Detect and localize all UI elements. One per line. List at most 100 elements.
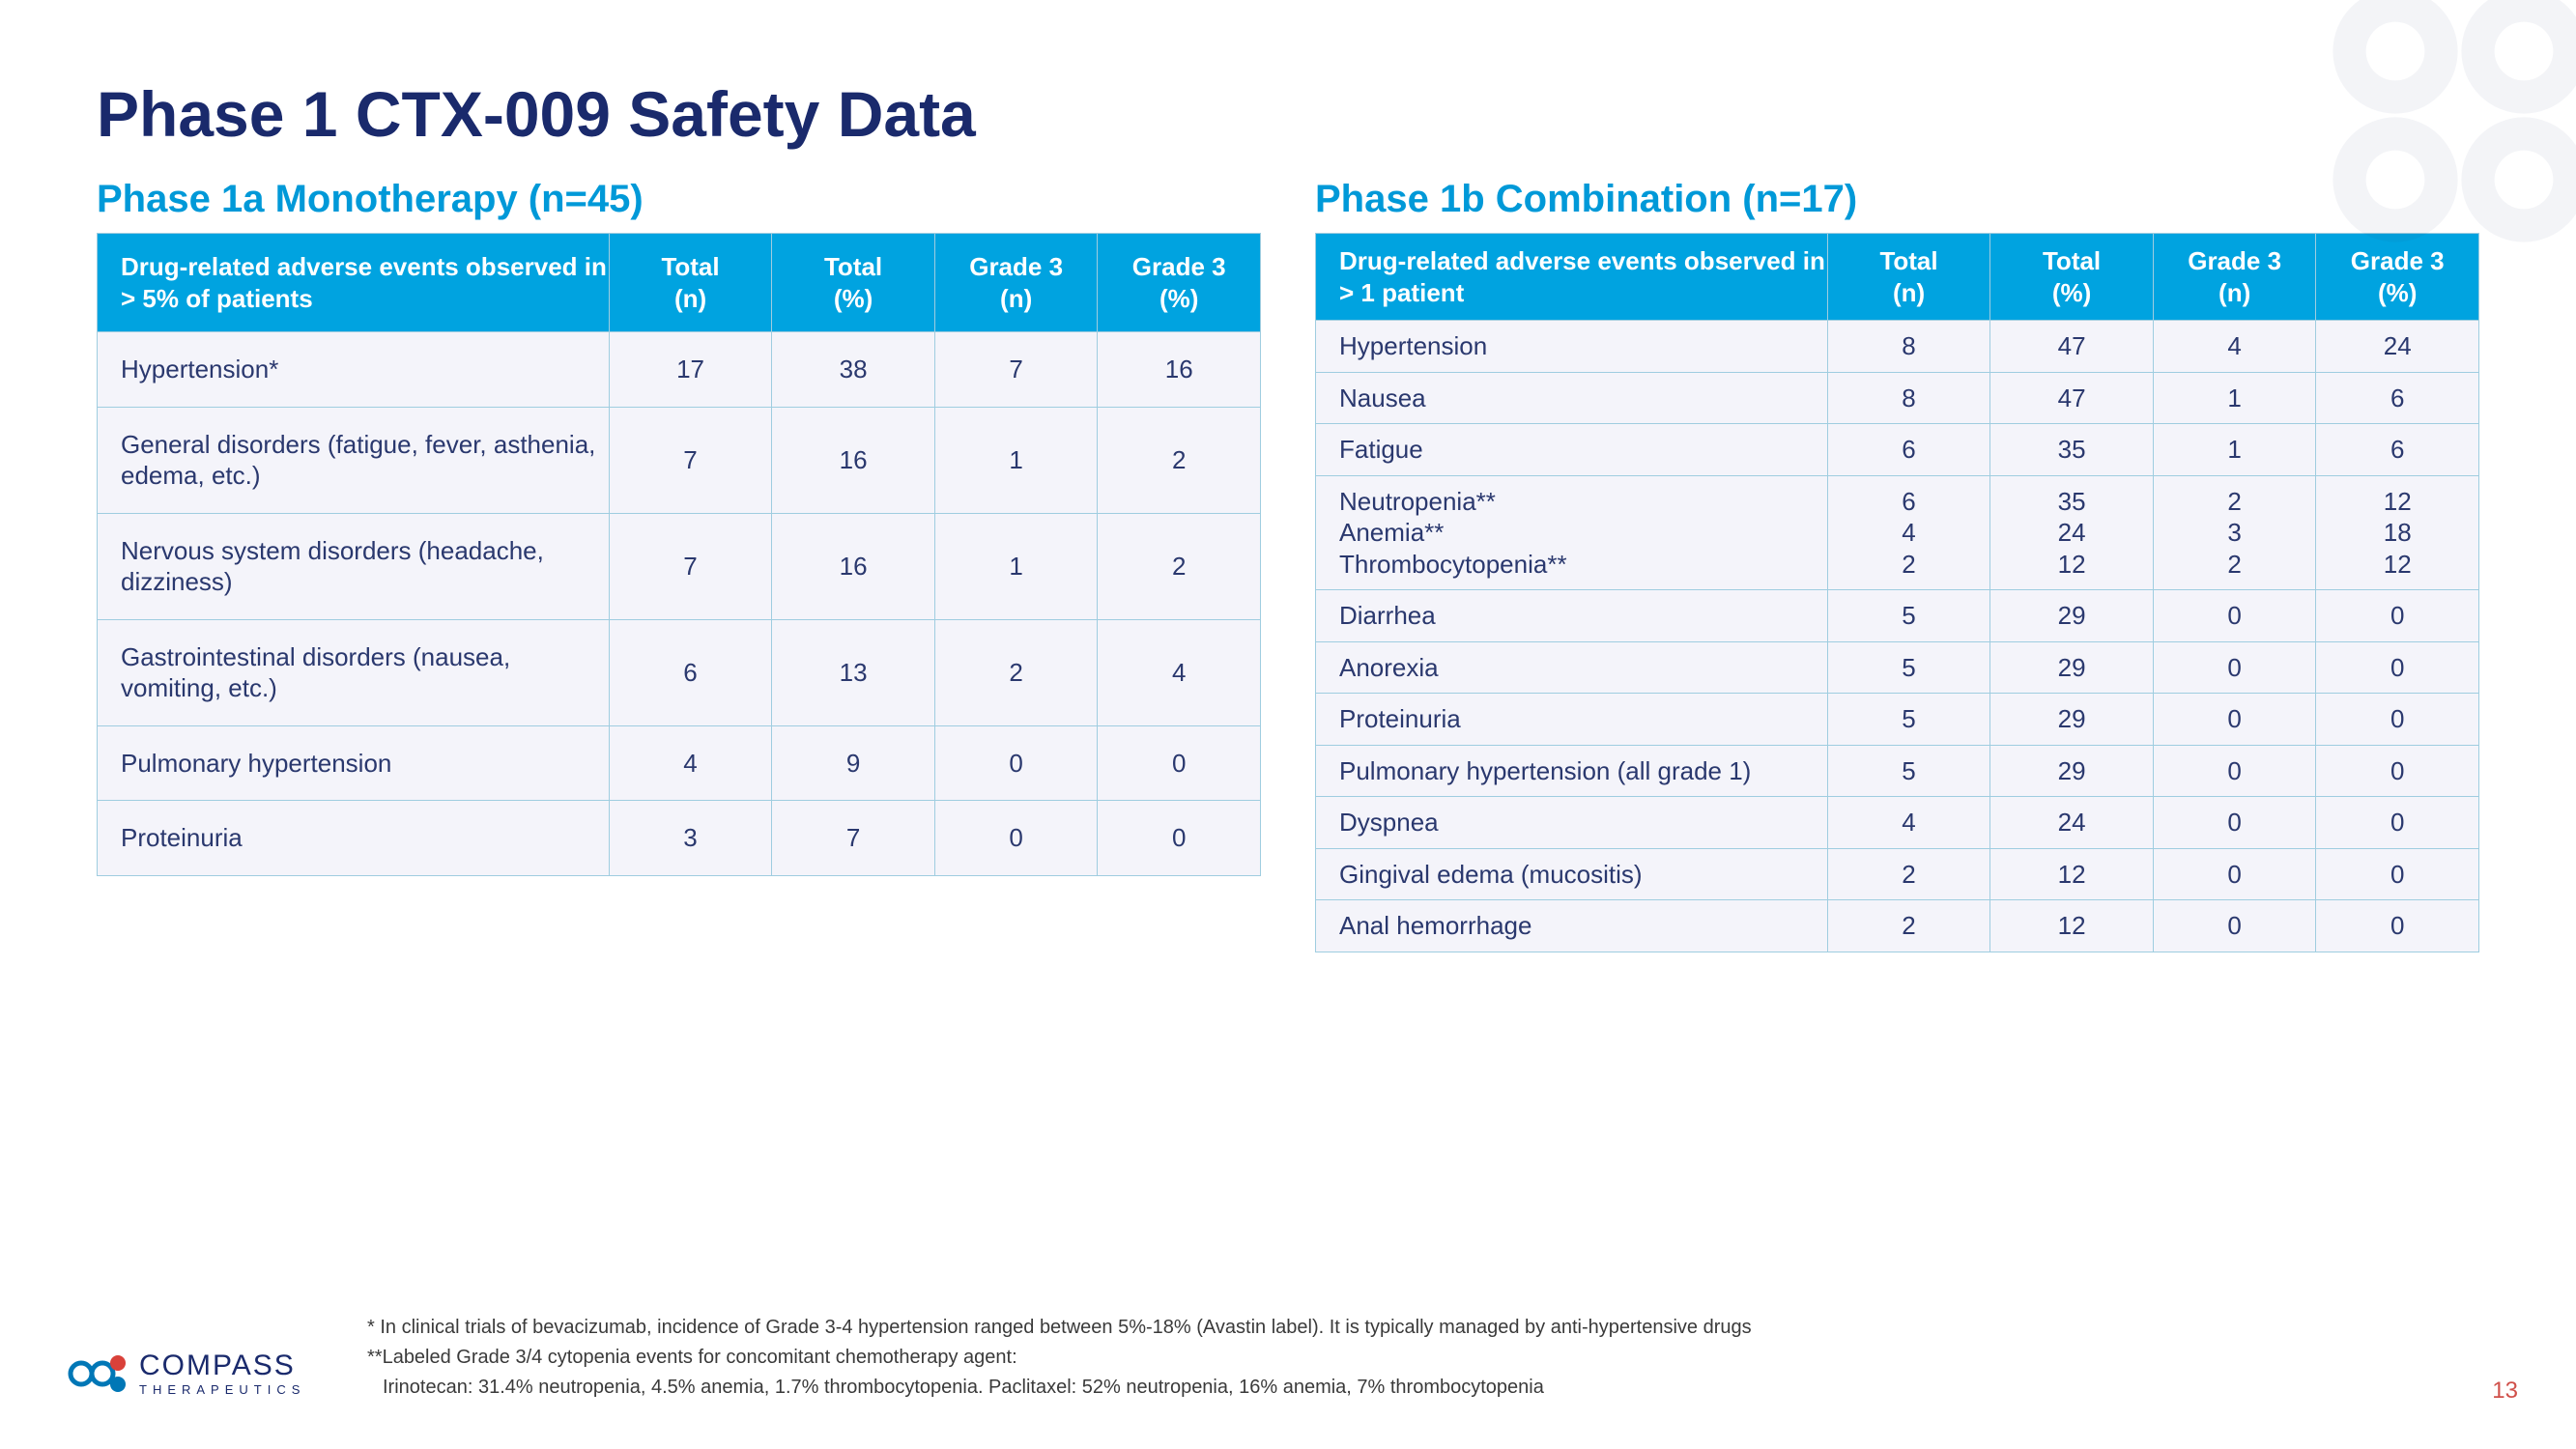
right-cell: 0 bbox=[2316, 745, 2479, 797]
right-header-cell: Drug-related adverse events observed in … bbox=[1316, 234, 1828, 321]
left-cell: 38 bbox=[772, 332, 935, 408]
table-row: Nervous system disorders (headache, dizz… bbox=[98, 513, 1261, 619]
table-row: Pulmonary hypertension4900 bbox=[98, 725, 1261, 801]
left-cell: 17 bbox=[609, 332, 772, 408]
right-cell: 0 bbox=[2153, 590, 2316, 642]
right-cell: Anal hemorrhage bbox=[1316, 900, 1828, 952]
footnote-line: * In clinical trials of bevacizumab, inc… bbox=[367, 1313, 2203, 1343]
table-row: Proteinuria3700 bbox=[98, 801, 1261, 876]
right-cell: 0 bbox=[2316, 694, 2479, 746]
right-cell: 29 bbox=[1990, 694, 2154, 746]
left-cell: 0 bbox=[934, 725, 1098, 801]
left-table: Drug-related adverse events observed in … bbox=[97, 233, 1261, 876]
right-cell: 29 bbox=[1990, 745, 2154, 797]
right-cell: 35 24 12 bbox=[1990, 475, 2154, 590]
right-cell: 35 bbox=[1990, 424, 2154, 476]
right-cell: 1 bbox=[2153, 372, 2316, 424]
right-cell: 24 bbox=[2316, 321, 2479, 373]
left-cell: Gastrointestinal disorders (nausea, vomi… bbox=[98, 619, 610, 725]
left-cell: 16 bbox=[772, 513, 935, 619]
right-cell: 0 bbox=[2316, 900, 2479, 952]
left-cell: 16 bbox=[1098, 332, 1261, 408]
table-row: Gingival edema (mucositis)21200 bbox=[1316, 848, 2479, 900]
left-cell: 13 bbox=[772, 619, 935, 725]
table-row: Proteinuria52900 bbox=[1316, 694, 2479, 746]
table-row: Dyspnea42400 bbox=[1316, 797, 2479, 849]
table-row: Diarrhea52900 bbox=[1316, 590, 2479, 642]
footnotes: * In clinical trials of bevacizumab, inc… bbox=[367, 1313, 2203, 1403]
left-cell: 0 bbox=[1098, 801, 1261, 876]
right-cell: Hypertension bbox=[1316, 321, 1828, 373]
company-logo: COMPASS THERAPEUTICS bbox=[68, 1349, 305, 1399]
table-row: Nausea84716 bbox=[1316, 372, 2479, 424]
left-cell: 2 bbox=[1098, 513, 1261, 619]
right-cell: Gingival edema (mucositis) bbox=[1316, 848, 1828, 900]
right-cell: 5 bbox=[1827, 641, 1990, 694]
right-cell: 0 bbox=[2316, 641, 2479, 694]
right-cell: 0 bbox=[2153, 641, 2316, 694]
left-cell: Pulmonary hypertension bbox=[98, 725, 610, 801]
left-cell: General disorders (fatigue, fever, asthe… bbox=[98, 407, 610, 513]
left-cell: 7 bbox=[934, 332, 1098, 408]
left-section-title: Phase 1a Monotherapy (n=45) bbox=[97, 178, 1261, 221]
right-cell: 0 bbox=[2153, 694, 2316, 746]
page-title: Phase 1 CTX-009 Safety Data bbox=[97, 77, 2479, 151]
table-row: Anal hemorrhage21200 bbox=[1316, 900, 2479, 952]
left-cell: 7 bbox=[772, 801, 935, 876]
left-header-cell: Total (%) bbox=[772, 234, 935, 332]
right-header-cell: Total (%) bbox=[1990, 234, 2154, 321]
right-cell: 12 18 12 bbox=[2316, 475, 2479, 590]
right-header-cell: Grade 3 (n) bbox=[2153, 234, 2316, 321]
right-cell: 47 bbox=[1990, 321, 2154, 373]
right-cell: 2 3 2 bbox=[2153, 475, 2316, 590]
right-cell: 4 bbox=[2153, 321, 2316, 373]
logo-text: COMPASS bbox=[139, 1351, 305, 1380]
table-row: Fatigue63516 bbox=[1316, 424, 2479, 476]
right-table: Drug-related adverse events observed in … bbox=[1315, 233, 2479, 952]
left-cell: 16 bbox=[772, 407, 935, 513]
left-header-cell: Grade 3 (n) bbox=[934, 234, 1098, 332]
left-cell: 2 bbox=[934, 619, 1098, 725]
left-cell: 0 bbox=[934, 801, 1098, 876]
right-cell: 12 bbox=[1990, 900, 2154, 952]
right-cell: 29 bbox=[1990, 641, 2154, 694]
left-cell: 0 bbox=[1098, 725, 1261, 801]
right-cell: Nausea bbox=[1316, 372, 1828, 424]
left-cell: 3 bbox=[609, 801, 772, 876]
table-row: Pulmonary hypertension (all grade 1)5290… bbox=[1316, 745, 2479, 797]
right-cell: 12 bbox=[1990, 848, 2154, 900]
left-cell: 6 bbox=[609, 619, 772, 725]
table-row: Hypertension847424 bbox=[1316, 321, 2479, 373]
left-cell: 4 bbox=[1098, 619, 1261, 725]
table-row: Neutropenia** Anemia** Thrombocytopenia*… bbox=[1316, 475, 2479, 590]
right-cell: 47 bbox=[1990, 372, 2154, 424]
right-cell: Neutropenia** Anemia** Thrombocytopenia*… bbox=[1316, 475, 1828, 590]
footnote-line: **Labeled Grade 3/4 cytopenia events for… bbox=[367, 1343, 2203, 1373]
logo-icon bbox=[68, 1349, 129, 1399]
right-cell: 0 bbox=[2153, 797, 2316, 849]
left-header-cell: Grade 3 (%) bbox=[1098, 234, 1261, 332]
right-cell: 6 4 2 bbox=[1827, 475, 1990, 590]
right-cell: 5 bbox=[1827, 590, 1990, 642]
right-section-title: Phase 1b Combination (n=17) bbox=[1315, 178, 2479, 221]
right-header-cell: Grade 3 (%) bbox=[2316, 234, 2479, 321]
right-cell: 29 bbox=[1990, 590, 2154, 642]
right-cell: 2 bbox=[1827, 848, 1990, 900]
left-cell: 1 bbox=[934, 513, 1098, 619]
right-cell: 6 bbox=[2316, 424, 2479, 476]
footnote-line: Irinotecan: 31.4% neutropenia, 4.5% anem… bbox=[367, 1373, 2203, 1403]
right-cell: 0 bbox=[2316, 590, 2479, 642]
left-cell: Proteinuria bbox=[98, 801, 610, 876]
right-cell: 24 bbox=[1990, 797, 2154, 849]
right-cell: 0 bbox=[2316, 848, 2479, 900]
left-cell: 1 bbox=[934, 407, 1098, 513]
right-cell: Pulmonary hypertension (all grade 1) bbox=[1316, 745, 1828, 797]
page-number: 13 bbox=[2492, 1378, 2518, 1405]
right-cell: 6 bbox=[1827, 424, 1990, 476]
logo-subtext: THERAPEUTICS bbox=[139, 1382, 305, 1397]
right-cell: 0 bbox=[2316, 797, 2479, 849]
table-row: Hypertension*1738716 bbox=[98, 332, 1261, 408]
left-cell: 4 bbox=[609, 725, 772, 801]
left-cell: 2 bbox=[1098, 407, 1261, 513]
left-cell: 7 bbox=[609, 513, 772, 619]
